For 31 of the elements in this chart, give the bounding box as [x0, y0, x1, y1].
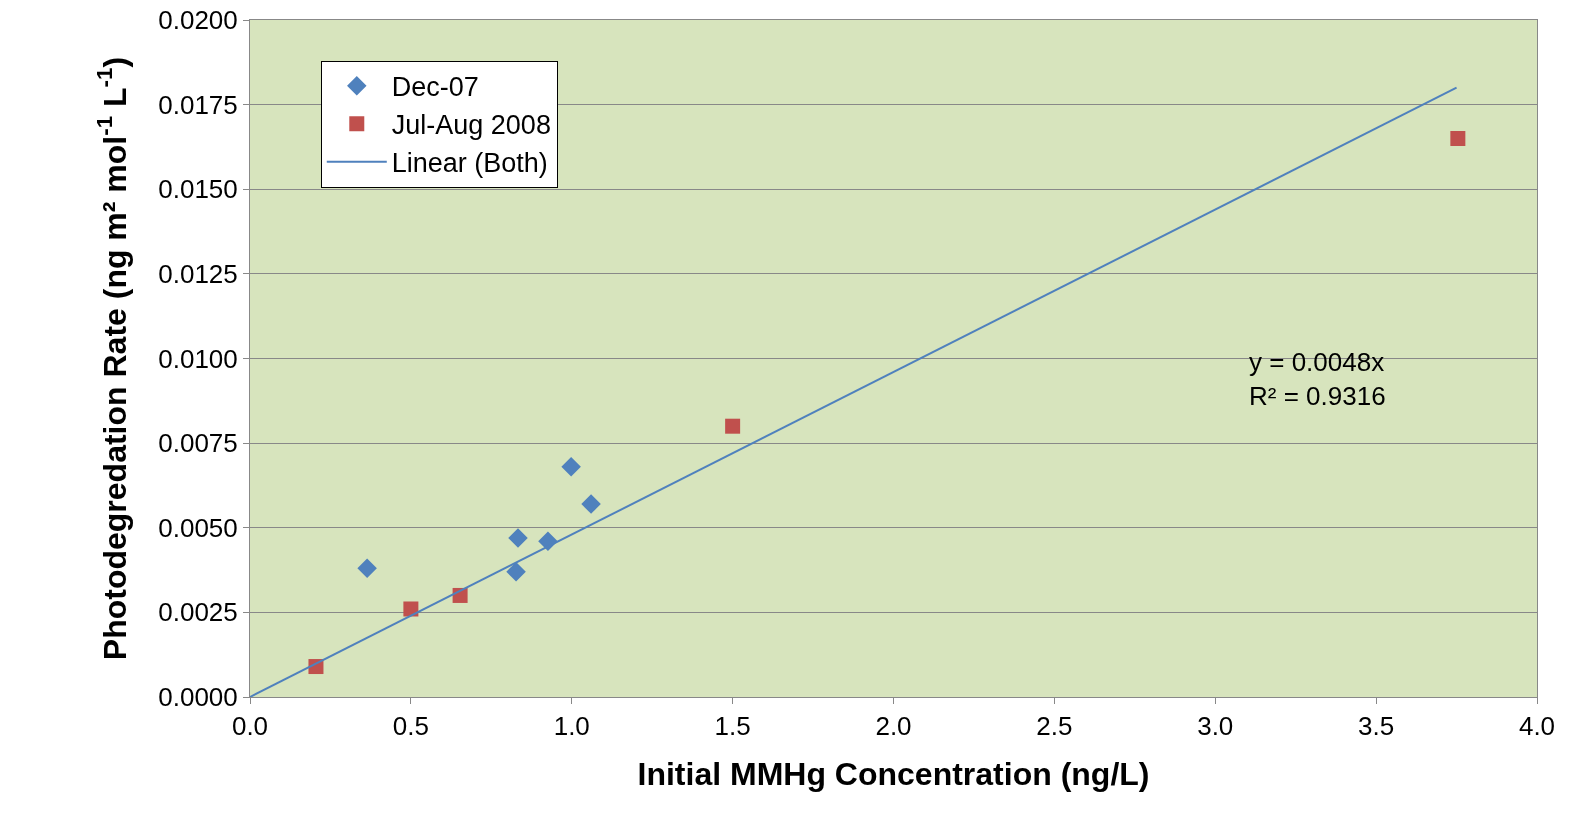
- y-tick-label: 0.0025: [158, 597, 238, 628]
- x-tick-label: 0.5: [392, 711, 429, 742]
- legend-label: Jul-Aug 2008: [391, 110, 551, 141]
- x-tick-label: 0.0: [231, 711, 269, 742]
- point: [561, 457, 581, 477]
- x-tick-label: 2.5: [1036, 711, 1073, 742]
- point: [403, 601, 419, 617]
- y-tick-label: 0.0150: [158, 174, 238, 205]
- annotation: y = 0.0048x R² = 0.9316: [1249, 347, 1386, 411]
- y-tick-label: 0.0125: [158, 258, 238, 289]
- x-tick-label: 1.5: [714, 711, 751, 742]
- point: [581, 494, 601, 514]
- point: [508, 528, 528, 548]
- y-tick-label: 0.0100: [158, 343, 238, 374]
- x-tick-label: 3.5: [1358, 711, 1395, 742]
- x-tick-label: 1.0: [553, 711, 590, 742]
- y-tick-label: 0.0075: [158, 428, 238, 459]
- point: [357, 558, 377, 579]
- point: [1450, 130, 1466, 146]
- y-tick-label: 0.0175: [158, 89, 238, 120]
- x-tick-label: 3.0: [1197, 711, 1234, 742]
- y-tick-label: 0.0200: [158, 5, 238, 36]
- legend-label: Linear (Both): [391, 148, 548, 179]
- legend-label: Dec-07: [391, 72, 479, 103]
- point: [506, 562, 526, 582]
- y-tick-label: 0.0000: [158, 682, 238, 713]
- x-tick-label: 2.0: [875, 711, 912, 742]
- x-axis-title: Initial MMHg Concentration (ng/L): [637, 756, 1150, 793]
- point: [725, 418, 741, 434]
- x-tick-label: 4.0: [1518, 711, 1556, 742]
- y-tick-label: 0.0050: [158, 512, 238, 543]
